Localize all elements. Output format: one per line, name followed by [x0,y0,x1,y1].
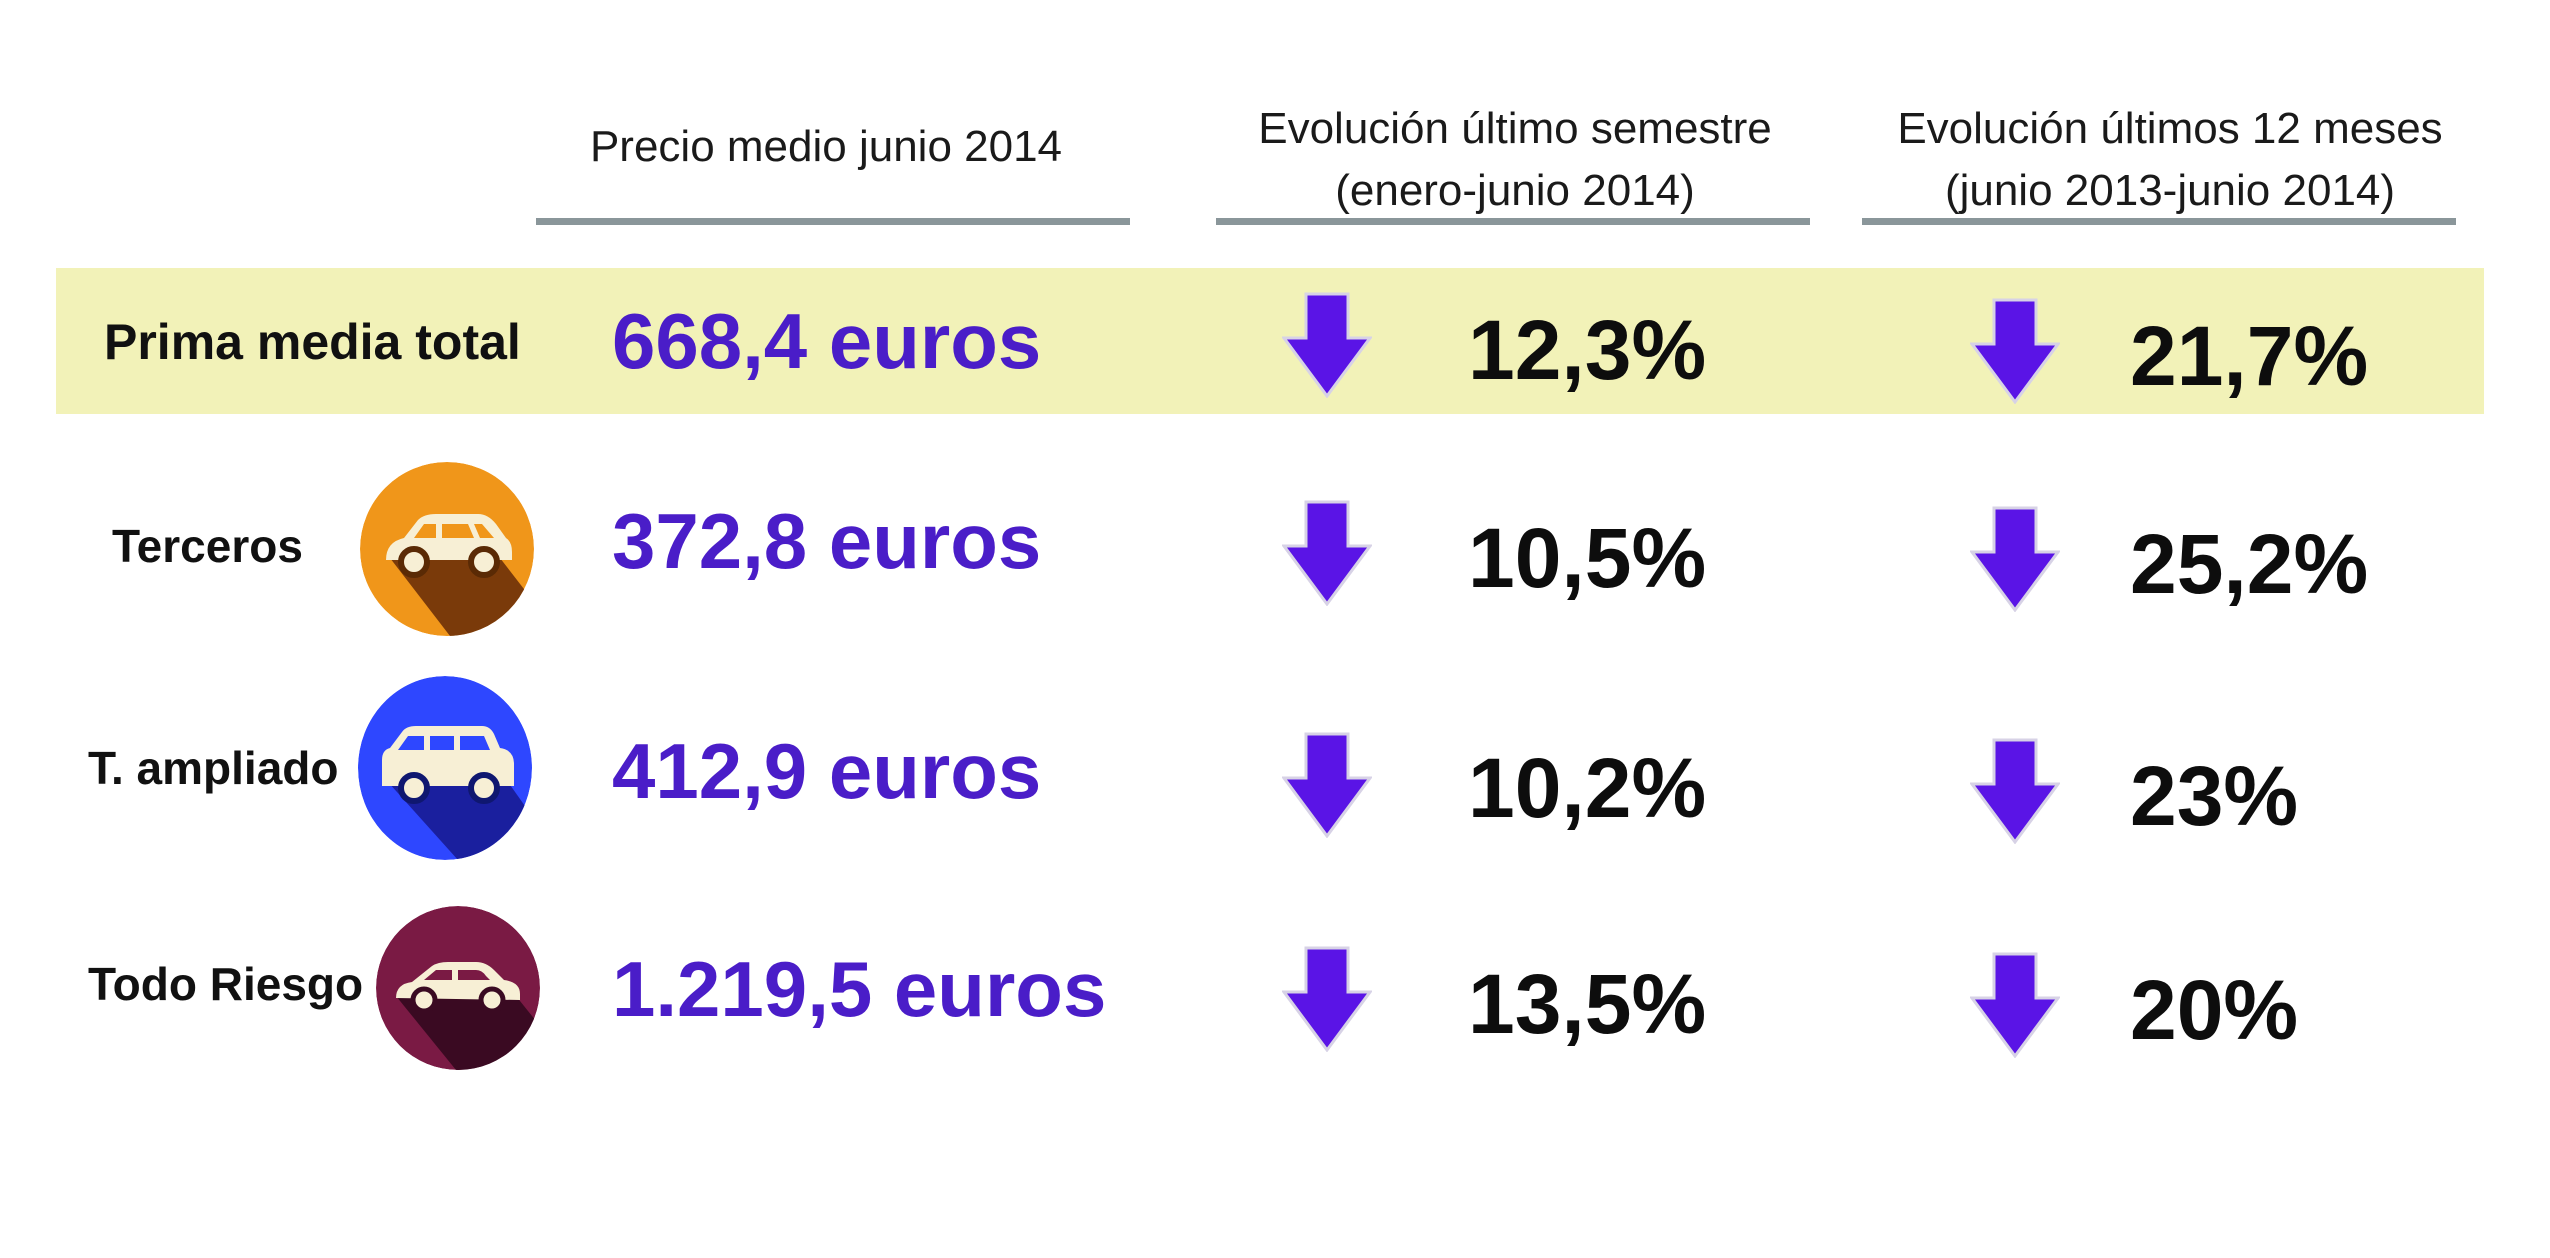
row-year-terceros: 25,2% [2130,517,2369,611]
header-year-line2: (junio 2013-junio 2014) [1944,166,2396,215]
down-arrow-icon [1970,506,2060,612]
header-year-line1: Evolución últimos 12 meses [1897,104,2443,153]
row-semester-todo-riesgo: 13,5% [1468,957,1707,1051]
down-arrow-icon [1970,738,2060,844]
header-year-underline [1862,218,2456,225]
row-year-todo-riesgo: 20% [2130,963,2299,1057]
row-label-ampliado: T. ampliado [88,742,339,794]
row-year-ampliado: 23% [2130,749,2299,843]
down-arrow-icon [1282,732,1372,838]
header-semester-underline [1216,218,1810,225]
row-label-todo-riesgo: Todo Riesgo [88,958,364,1010]
total-row-highlight [56,268,2484,414]
row-price-ampliado: 412,9 euros [612,727,1042,815]
row-price-terceros: 372,8 euros [612,497,1042,585]
row-label-terceros: Terceros [112,520,303,572]
header-year: Evolución últimos 12 meses (junio 2013-j… [1860,98,2480,222]
header-semester: Evolución último semestre (enero-junio 2… [1210,98,1820,222]
down-arrow-icon [1970,298,2060,404]
down-arrow-icon [1282,946,1372,1052]
header-semester-line2: (enero-junio 2014) [1335,166,1695,215]
header-semester-line1: Evolución último semestre [1258,104,1772,153]
row-year-total: 21,7% [2130,309,2369,403]
header-price: Precio medio junio 2014 [536,116,1116,178]
header-price-underline [536,218,1130,225]
row-semester-ampliado: 10,2% [1468,741,1707,835]
suv-car-icon [358,676,532,860]
row-price-todo-riesgo: 1.219,5 euros [612,945,1107,1033]
header-price-text: Precio medio junio 2014 [589,122,1063,171]
hatchback-car-icon [360,462,534,636]
sedan-car-icon [376,906,540,1070]
row-semester-total: 12,3% [1468,303,1707,397]
down-arrow-icon [1282,500,1372,606]
row-label-total: Prima media total [104,314,521,370]
down-arrow-icon [1282,292,1372,398]
row-price-total: 668,4 euros [612,297,1042,385]
down-arrow-icon [1970,952,2060,1058]
row-semester-terceros: 10,5% [1468,511,1707,605]
